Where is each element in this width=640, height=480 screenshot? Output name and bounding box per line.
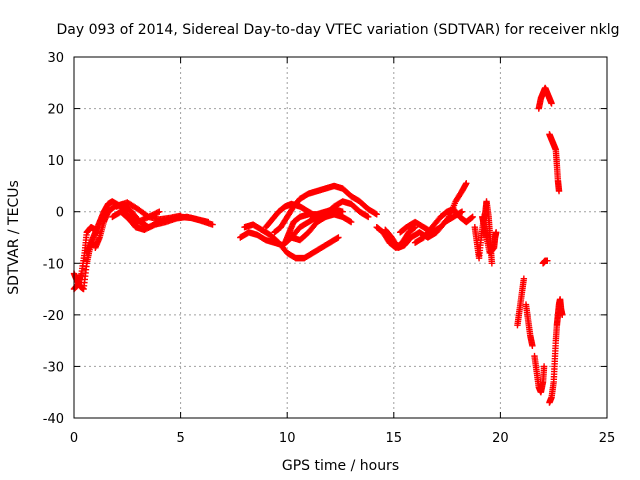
y-axis-label: SDTVAR / TECUs xyxy=(6,180,22,295)
data-series-track-21 xyxy=(531,352,548,396)
y-tick-label: -10 xyxy=(43,257,64,272)
data-point xyxy=(458,208,466,215)
x-axis-label: GPS time / hours xyxy=(282,458,399,474)
data-point xyxy=(492,229,500,236)
data-series-track-12 xyxy=(288,211,355,244)
plot-frame xyxy=(73,56,608,419)
data-series-track-6 xyxy=(113,199,184,223)
data-point xyxy=(555,187,563,195)
x-tick-label: 15 xyxy=(386,431,403,446)
y-tick-label: -20 xyxy=(43,309,64,324)
data-series-track-24 xyxy=(546,131,563,195)
data-point xyxy=(209,221,216,228)
data-series-track-25 xyxy=(546,296,566,406)
data-series-track-16 xyxy=(411,205,476,246)
data-point xyxy=(463,180,470,187)
data-series-track-22 xyxy=(535,84,555,112)
data-series-track-15 xyxy=(396,180,470,236)
data-series-track-10 xyxy=(271,182,380,236)
data-point xyxy=(488,260,496,267)
y-tick-label: -30 xyxy=(43,360,64,375)
data-point xyxy=(520,275,528,282)
data-points xyxy=(70,84,566,406)
data-point xyxy=(548,100,555,107)
data-point xyxy=(177,212,184,220)
axis-ticks: 0 5 10 15 20 25 30 20 10 0 -10 -20 -30 -40 xyxy=(43,51,616,446)
x-tick-label: 5 xyxy=(176,431,184,446)
data-point xyxy=(559,311,566,319)
data-point xyxy=(347,218,355,226)
data-series-track-8 xyxy=(241,221,342,262)
x-tick-label: 25 xyxy=(599,431,616,446)
data-point xyxy=(205,218,212,226)
y-tick-label: -40 xyxy=(43,412,64,427)
data-series-track-5 xyxy=(109,208,212,233)
data-point xyxy=(540,363,548,370)
y-tick-label: 10 xyxy=(47,154,64,169)
x-tick-label: 10 xyxy=(279,431,296,446)
data-series-track-17 xyxy=(471,198,496,267)
y-tick-label: 20 xyxy=(47,103,64,118)
data-series-track-20 xyxy=(522,301,536,349)
x-tick-label: 0 xyxy=(70,431,78,446)
chart-title: Day 093 of 2014, Sidereal Day-to-day VTE… xyxy=(57,22,620,38)
data-series-track-18 xyxy=(479,213,500,257)
y-tick-label: 30 xyxy=(47,51,64,66)
y-tick-label: 0 xyxy=(56,206,64,221)
data-series-track-19 xyxy=(514,275,528,329)
data-point xyxy=(529,342,536,349)
data-point xyxy=(365,213,372,221)
data-point xyxy=(335,234,342,241)
data-point xyxy=(373,211,380,218)
data-point xyxy=(444,214,452,222)
x-tick-label: 20 xyxy=(492,431,509,446)
data-point xyxy=(544,257,551,264)
data-point xyxy=(469,213,476,221)
data-series-track-23 xyxy=(539,257,551,267)
data-point xyxy=(156,208,163,215)
